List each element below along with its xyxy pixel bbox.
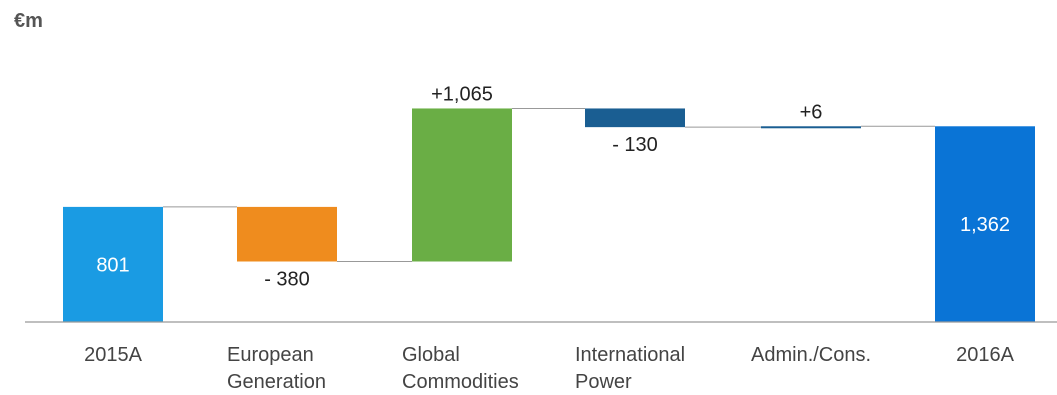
category-label: International	[575, 344, 685, 366]
category-label: Generation	[227, 371, 326, 393]
data-label: 1,362	[960, 214, 1010, 236]
category-label: Admin./Cons.	[751, 344, 871, 366]
category-label: 2016A	[956, 344, 1014, 366]
category-label: Power	[575, 371, 632, 393]
category-label: Commodities	[402, 371, 519, 393]
bar-2016a	[935, 126, 1035, 322]
data-label: +6	[800, 101, 823, 123]
bar-2015a	[63, 206, 163, 322]
category-label: European	[227, 344, 314, 366]
category-label: Global	[402, 344, 460, 366]
data-label: +1,065	[431, 83, 493, 105]
data-label: 801	[96, 254, 129, 276]
bar-global-commodities	[412, 108, 512, 262]
category-label: 2015A	[84, 344, 142, 366]
unit-label: €m	[14, 10, 43, 32]
data-label: - 380	[264, 269, 310, 291]
data-label: - 130	[612, 134, 658, 156]
bar-international-power	[585, 108, 685, 128]
bar-european-generation	[237, 206, 337, 262]
bar-admin-cons-	[761, 126, 861, 129]
